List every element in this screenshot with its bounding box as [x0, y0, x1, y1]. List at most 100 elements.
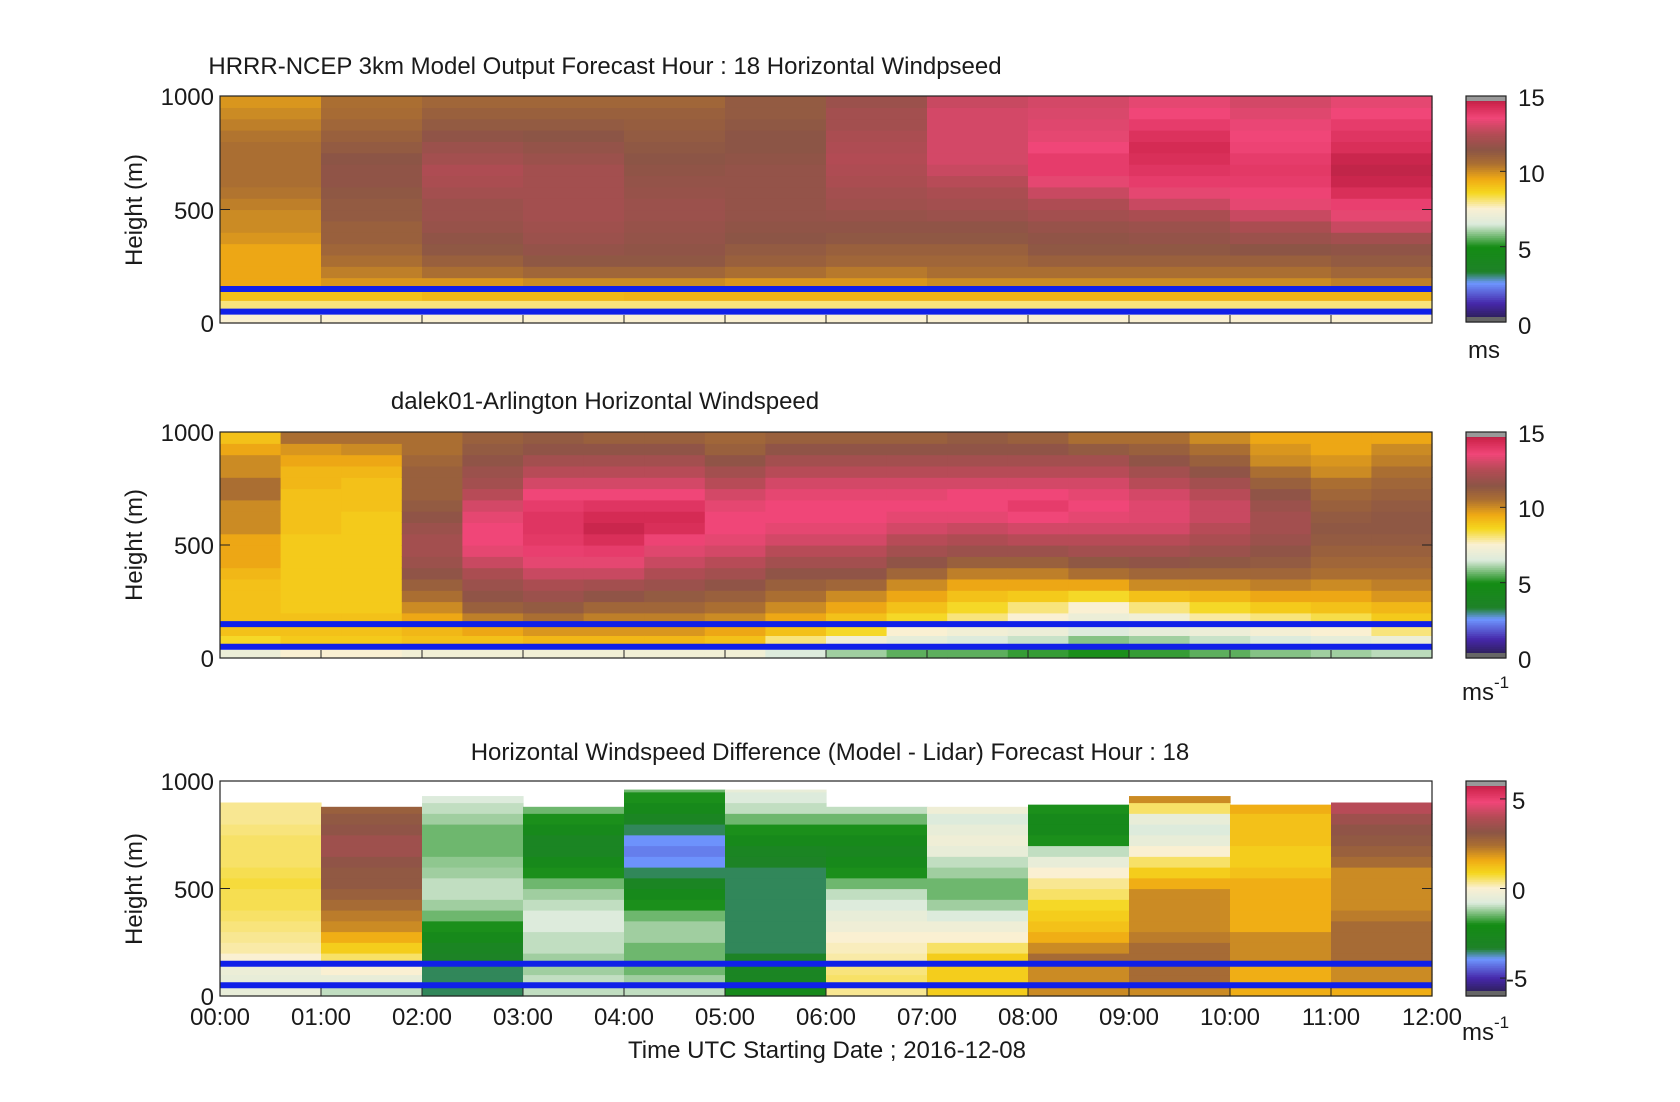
heatmap-cell — [1028, 867, 1130, 879]
colorbar-swatch — [1466, 135, 1506, 139]
colorbar-swatch — [1466, 280, 1506, 284]
heatmap-cell — [1028, 266, 1130, 279]
heatmap-cell — [826, 845, 928, 857]
heatmap-cell — [1331, 186, 1433, 199]
heatmap-cell — [1250, 635, 1312, 648]
heatmap-cell — [927, 963, 1029, 976]
heatmap-cell — [644, 635, 706, 648]
y-tick-label: 500 — [174, 877, 214, 904]
colorbar-swatch — [1466, 143, 1506, 146]
heatmap-cell — [422, 220, 524, 233]
heatmap-cell — [1230, 254, 1332, 267]
colorbar-swatch — [1466, 650, 1506, 653]
heatmap-cell — [765, 499, 827, 512]
colorbar-swatch — [1466, 627, 1506, 631]
colorbar-swatch — [1466, 603, 1506, 606]
colorbar-swatch — [1466, 852, 1506, 856]
heatmap-cell — [422, 311, 524, 324]
colorbar-swatch — [1466, 99, 1506, 103]
heatmap-cell — [704, 533, 766, 546]
heatmap-cell — [886, 545, 948, 557]
heatmap-cell — [1371, 590, 1433, 603]
heatmap-cell — [401, 488, 463, 501]
heatmap-cell — [220, 899, 322, 911]
heatmap-cell — [1129, 796, 1231, 804]
heatmap-cell — [401, 499, 463, 512]
heatmap-cell — [220, 288, 322, 301]
heatmap-cell — [462, 601, 524, 614]
heatmap-cell — [1331, 888, 1433, 900]
colorbar-swatch — [1466, 927, 1506, 931]
x-tick-label: 06:00 — [796, 1004, 856, 1031]
heatmap-cell — [765, 511, 827, 523]
heatmap-cell — [401, 601, 463, 614]
heatmap-cell — [1310, 612, 1372, 625]
colorbar-swatch — [1466, 477, 1506, 480]
colorbar-swatch — [1466, 872, 1506, 875]
heatmap-cell — [341, 443, 403, 456]
colorbar-swatch — [1466, 818, 1506, 822]
colorbar-swatch — [1466, 490, 1506, 493]
heatmap-cell — [1250, 454, 1312, 467]
heatmap-cell — [401, 465, 463, 478]
heatmap-cell — [321, 899, 423, 911]
heatmap-cell — [321, 152, 423, 165]
colorbar-swatch — [1466, 271, 1506, 274]
y-tick-label: 0 — [201, 311, 214, 338]
heatmap-cell — [462, 522, 524, 535]
heatmap-cell — [462, 533, 524, 546]
heatmap-cell — [462, 511, 524, 523]
heatmap-cell — [624, 877, 726, 890]
heatmap-cell — [1310, 499, 1372, 512]
heatmap-cell — [422, 856, 524, 868]
colorbar-swatch — [1466, 827, 1506, 830]
heatmap-cell — [1129, 254, 1231, 267]
heatmap-cell — [725, 141, 827, 154]
colorbar-swatch — [1466, 305, 1506, 308]
heatmap-cell — [1230, 899, 1332, 911]
colorbar-swatch — [1466, 949, 1506, 952]
colorbar-swatch — [1466, 195, 1506, 199]
colorbar-swatch — [1466, 788, 1506, 791]
heatmap-cell — [1310, 635, 1372, 648]
colorbar-swatch — [1466, 832, 1506, 836]
heatmap-cell — [523, 856, 625, 868]
colorbar-swatch — [1466, 512, 1506, 516]
heatmap-cell — [523, 118, 625, 131]
colorbar-swatch — [1466, 518, 1506, 522]
heatmap-cell — [462, 477, 524, 490]
heatmap-cell — [1371, 578, 1433, 591]
colorbar-swatch — [1466, 529, 1506, 533]
heatmap-cell — [1129, 243, 1231, 256]
colorbar-swatch — [1466, 856, 1506, 859]
heatmap-cell — [523, 254, 625, 267]
heatmap-cell — [1028, 813, 1130, 825]
heatmap-cell — [1028, 209, 1130, 222]
colorbar-swatch — [1466, 133, 1506, 137]
heatmap-cell — [1189, 443, 1251, 456]
colorbar-swatch — [1466, 541, 1506, 544]
colorbar-swatch — [1466, 312, 1506, 316]
heatmap-cell — [947, 601, 1009, 614]
heatmap-cell — [725, 130, 827, 142]
heatmap-cell — [725, 107, 827, 120]
heatmap-cell — [220, 443, 282, 456]
heatmap-cell — [220, 209, 322, 222]
heatmap-cell — [321, 942, 423, 954]
x-tick-label: 00:00 — [190, 1004, 250, 1031]
colorbar-swatch — [1466, 936, 1506, 940]
heatmap-cell — [341, 624, 403, 636]
heatmap-cell — [1310, 477, 1372, 490]
heatmap-cell — [1007, 454, 1069, 467]
heatmap-cell — [1129, 454, 1191, 467]
colorbar-swatch — [1466, 220, 1506, 223]
heatmap-cell — [624, 824, 726, 836]
colorbar-swatch — [1466, 607, 1506, 610]
heatmap-cell — [1230, 824, 1332, 836]
panel-difference: Horizontal Windspeed Difference (Model -… — [121, 739, 1527, 1064]
heatmap-cell — [886, 522, 948, 535]
colorbar-swatch — [1466, 178, 1506, 182]
colorbar-swatch — [1466, 560, 1506, 563]
heatmap-cell — [1028, 910, 1130, 922]
heatmap-cell — [321, 888, 423, 900]
